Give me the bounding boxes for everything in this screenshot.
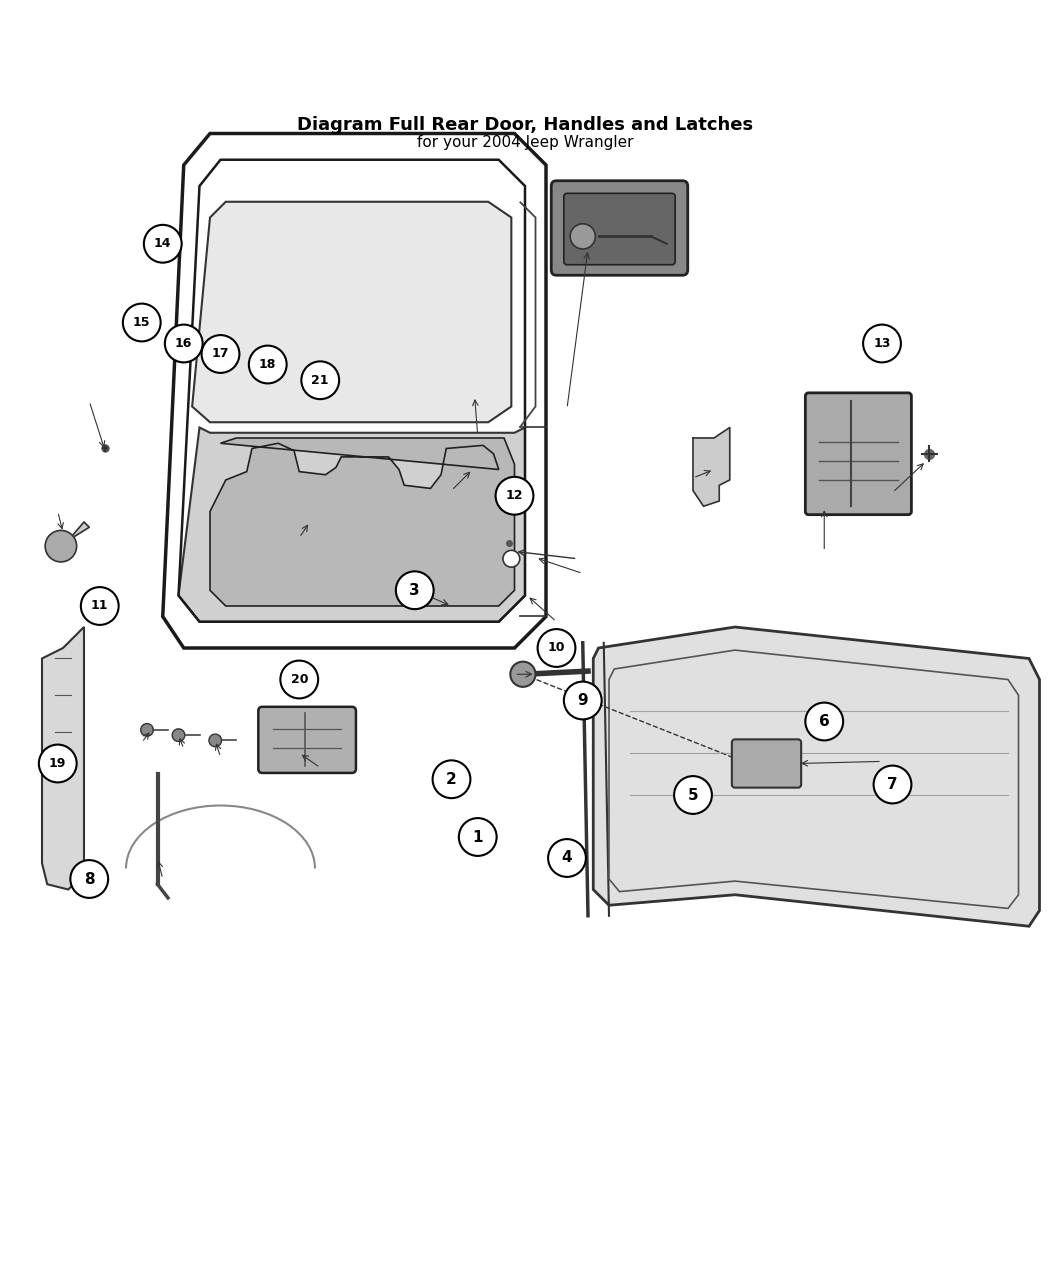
- Text: 9: 9: [578, 694, 588, 708]
- FancyBboxPatch shape: [564, 194, 675, 265]
- Circle shape: [874, 765, 911, 803]
- Text: 17: 17: [212, 348, 229, 361]
- Circle shape: [301, 361, 339, 399]
- Text: 4: 4: [562, 850, 572, 866]
- Polygon shape: [178, 427, 525, 622]
- Polygon shape: [593, 627, 1040, 926]
- Circle shape: [123, 303, 161, 342]
- Text: 1: 1: [472, 830, 483, 844]
- Text: 16: 16: [175, 337, 192, 351]
- Text: 10: 10: [548, 641, 565, 654]
- FancyBboxPatch shape: [258, 706, 356, 773]
- Text: 19: 19: [49, 757, 66, 770]
- Circle shape: [496, 477, 533, 515]
- Circle shape: [863, 325, 901, 362]
- Circle shape: [39, 745, 77, 783]
- Circle shape: [570, 224, 595, 249]
- Text: 11: 11: [91, 599, 108, 612]
- Text: 14: 14: [154, 237, 171, 250]
- Text: 20: 20: [291, 673, 308, 686]
- Circle shape: [165, 325, 203, 362]
- Text: 13: 13: [874, 337, 890, 351]
- Circle shape: [280, 660, 318, 699]
- Circle shape: [45, 530, 77, 562]
- Circle shape: [805, 703, 843, 741]
- FancyBboxPatch shape: [551, 181, 688, 275]
- Circle shape: [81, 586, 119, 625]
- Circle shape: [202, 335, 239, 372]
- Circle shape: [144, 224, 182, 263]
- Circle shape: [141, 724, 153, 736]
- Circle shape: [209, 734, 222, 747]
- Circle shape: [538, 629, 575, 667]
- Circle shape: [433, 760, 470, 798]
- Circle shape: [172, 729, 185, 742]
- Text: 2: 2: [446, 771, 457, 787]
- Text: for your 2004 Jeep Wrangler: for your 2004 Jeep Wrangler: [417, 135, 633, 149]
- FancyBboxPatch shape: [732, 740, 801, 788]
- Circle shape: [70, 861, 108, 898]
- Polygon shape: [47, 521, 89, 558]
- Text: 7: 7: [887, 776, 898, 792]
- Circle shape: [564, 682, 602, 719]
- Circle shape: [396, 571, 434, 609]
- Text: 21: 21: [312, 374, 329, 386]
- Text: 3: 3: [410, 583, 420, 598]
- Circle shape: [249, 346, 287, 384]
- Text: 8: 8: [84, 872, 94, 886]
- Polygon shape: [693, 427, 730, 506]
- Circle shape: [674, 776, 712, 813]
- Circle shape: [503, 551, 520, 567]
- Text: 18: 18: [259, 358, 276, 371]
- Text: 15: 15: [133, 316, 150, 329]
- Polygon shape: [210, 439, 514, 606]
- FancyBboxPatch shape: [805, 393, 911, 515]
- Circle shape: [510, 662, 536, 687]
- Text: 6: 6: [819, 714, 830, 729]
- Circle shape: [459, 819, 497, 856]
- Polygon shape: [42, 627, 84, 890]
- Text: 5: 5: [688, 788, 698, 802]
- Text: Diagram Full Rear Door, Handles and Latches: Diagram Full Rear Door, Handles and Latc…: [297, 116, 753, 134]
- Text: 12: 12: [506, 490, 523, 502]
- Circle shape: [548, 839, 586, 877]
- Polygon shape: [192, 201, 511, 422]
